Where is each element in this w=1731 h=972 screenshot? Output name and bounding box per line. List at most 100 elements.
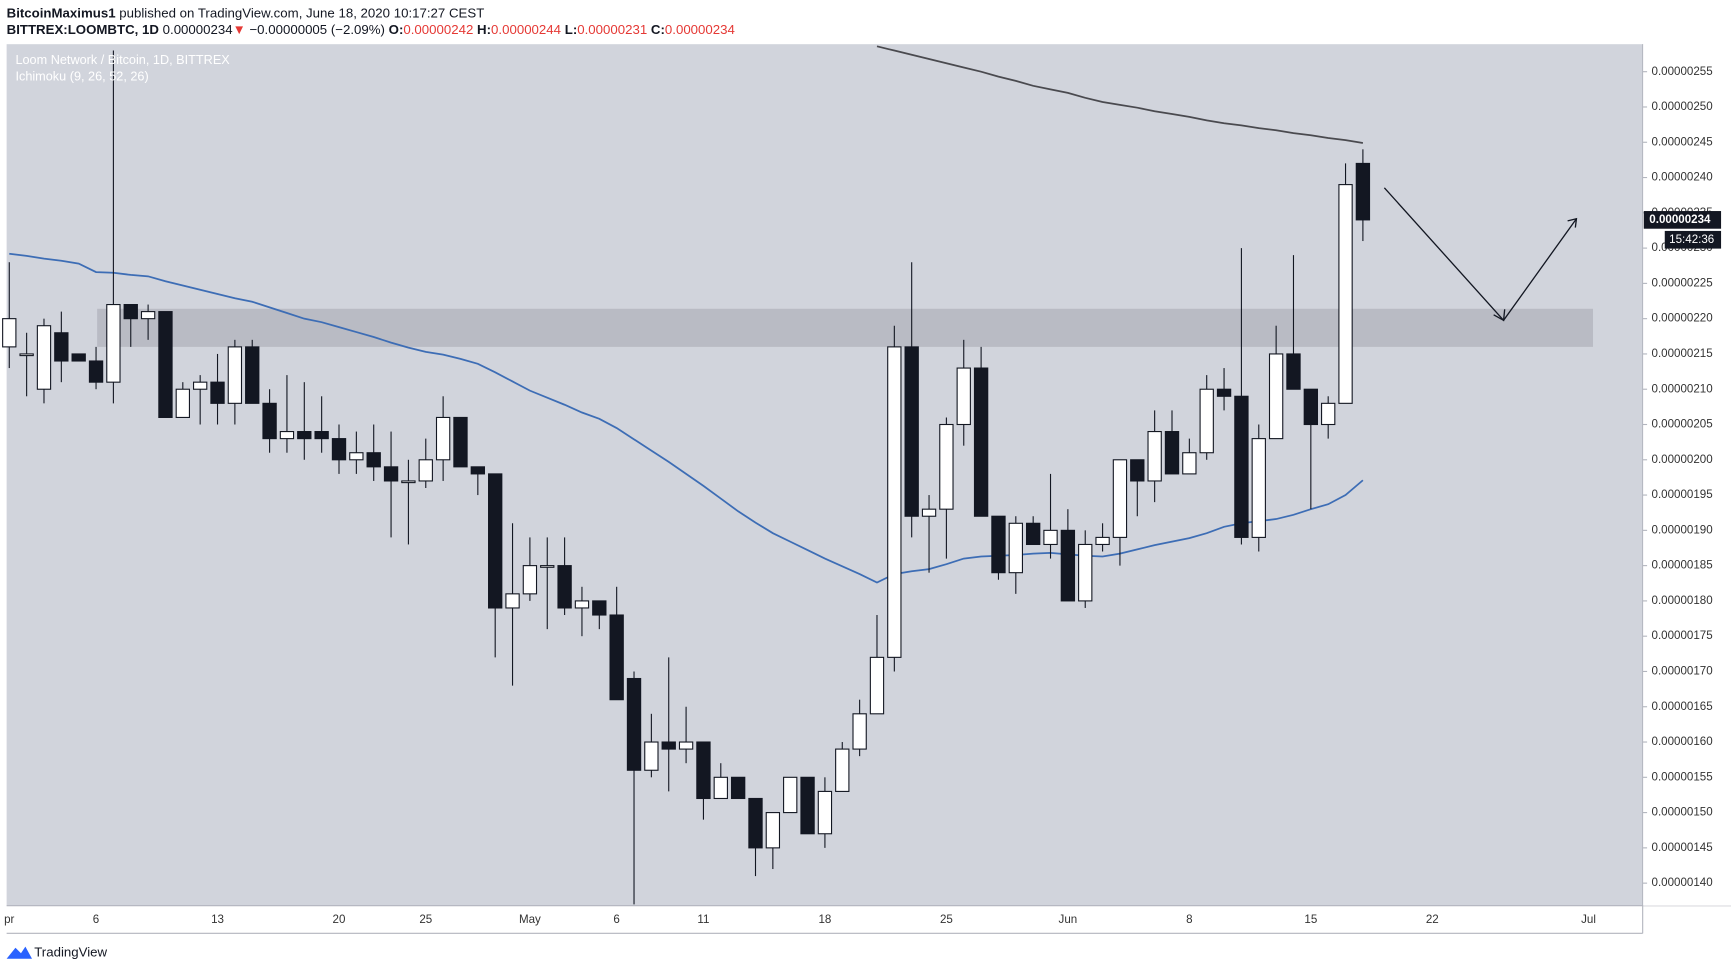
candle-body	[1338, 184, 1353, 404]
y-tick-label: 0.00000165	[1652, 701, 1713, 713]
x-tick-label: 13	[211, 914, 224, 926]
candle-body	[557, 565, 572, 609]
candle-body	[227, 346, 243, 404]
candle-body	[331, 438, 347, 461]
ohlc-label: L:	[565, 21, 578, 36]
candle-body	[678, 741, 694, 750]
candle-body	[262, 402, 277, 440]
candle-body	[1025, 522, 1041, 546]
x-tick-label: Jul	[1581, 914, 1596, 926]
y-tick-label: 0.00000200	[1652, 454, 1713, 466]
candle-body	[713, 776, 728, 800]
x-tick-label: 20	[333, 914, 346, 926]
y-tick-label: 0.00000255	[1652, 66, 1713, 78]
y-tick-label: 0.00000155	[1652, 771, 1713, 783]
candle-body	[626, 677, 642, 771]
candle-body	[991, 515, 1006, 574]
y-tick-label: 0.00000175	[1652, 630, 1713, 642]
candle-body	[2, 318, 17, 348]
y-tick-label: 0.00000250	[1652, 101, 1713, 113]
y-tick-label: 0.00000220	[1652, 313, 1713, 325]
candle-body	[1095, 536, 1110, 546]
x-tick-label: 25	[940, 914, 953, 926]
candle-body	[921, 508, 937, 517]
x-tick-label: 25	[419, 914, 432, 926]
price-label: 0.00000234	[1649, 214, 1711, 226]
y-tick-label: 0.00000140	[1652, 877, 1713, 889]
candle-body	[210, 381, 225, 404]
candle-body	[1147, 431, 1162, 482]
candle-body	[661, 741, 676, 750]
candle-body	[835, 748, 850, 792]
x-tick-label: 15	[1304, 914, 1317, 926]
overlay-layer	[9, 45, 1364, 584]
publish-line: BitcoinMaximus1 published on TradingView…	[7, 5, 485, 20]
candle-body	[817, 790, 833, 835]
y-tick-label: 0.00000245	[1652, 136, 1713, 148]
y-tick-label: 0.00000225	[1652, 277, 1713, 289]
candle-body	[800, 776, 815, 835]
candle-body	[488, 473, 503, 609]
candle-body	[383, 466, 399, 482]
candle-body	[1286, 353, 1301, 390]
y-tick-label: 0.00000150	[1652, 807, 1713, 819]
brand-logo[interactable]: TradingView	[6, 945, 108, 960]
candle-body	[540, 565, 555, 568]
x-tick-label: 11	[697, 914, 709, 926]
change-arrow: ▼	[233, 21, 246, 36]
y-tick-label: 0.00000195	[1652, 489, 1713, 501]
ohlc-value: 0.00000234	[665, 21, 735, 36]
y-tick-label: 0.00000205	[1652, 419, 1713, 431]
candle-body	[904, 346, 919, 517]
candle-body	[470, 466, 486, 475]
candle-body	[1199, 388, 1214, 454]
candle-body	[1251, 438, 1266, 538]
publisher: BitcoinMaximus1	[7, 5, 116, 20]
candle-body	[314, 431, 329, 440]
candle-body	[123, 303, 138, 320]
chart-subtitle: Ichimoku (9, 26, 52, 26)	[15, 70, 148, 84]
plot-background	[6, 44, 1643, 906]
y-tick-label: 0.00000170	[1652, 666, 1713, 678]
price-label-group: 0.00000234 15:42:36	[1643, 211, 1722, 249]
candle-body	[748, 797, 763, 849]
countdown: 15:42:36	[1669, 234, 1714, 246]
candle-body	[644, 741, 659, 771]
candle-body	[1355, 162, 1371, 221]
y-tick-label: 0.00000210	[1652, 383, 1713, 395]
price-axis: 0.00000140 0.00000145 0.00000150 0.00000155…	[1642, 44, 1731, 906]
countdown-box	[1664, 230, 1722, 249]
candle-body	[783, 776, 798, 814]
candle-body	[435, 416, 451, 461]
x-tick-label: 8	[1186, 914, 1192, 926]
arrow-head	[1493, 309, 1506, 322]
candle-body	[88, 360, 104, 383]
chart-title: Loom Network / Bitcoin, 1D, BITTREX	[15, 53, 230, 67]
candle-body	[696, 741, 711, 800]
candle-body	[852, 713, 867, 750]
candle-body	[279, 431, 295, 440]
candle-body	[1060, 529, 1076, 602]
price-axis-bg	[1643, 44, 1731, 906]
candle-body	[19, 353, 34, 357]
x-tick-label: 6	[613, 914, 619, 926]
candle-body	[1078, 543, 1093, 602]
candle-body	[1164, 431, 1180, 475]
ohlc-value: 0.00000242	[403, 21, 473, 36]
projection-arrow	[1383, 187, 1578, 322]
candle-body	[1043, 529, 1058, 546]
support-zone	[97, 308, 1594, 347]
candle-body	[349, 452, 364, 461]
arrow-head	[1567, 217, 1578, 228]
y-tick-label: 0.00000145	[1652, 842, 1713, 854]
x-tick-label: 6	[93, 914, 99, 926]
candle-body	[158, 311, 173, 418]
y-tick-label: 0.00000185	[1652, 560, 1713, 572]
published-text: published on TradingView.com, June 18, 2…	[119, 5, 484, 20]
y-tick-label: 0.00000160	[1652, 736, 1713, 748]
x-tick-label: pr	[4, 914, 14, 926]
candle-body	[1182, 452, 1197, 475]
logo-icon	[6, 946, 33, 959]
candle-body	[401, 480, 416, 484]
